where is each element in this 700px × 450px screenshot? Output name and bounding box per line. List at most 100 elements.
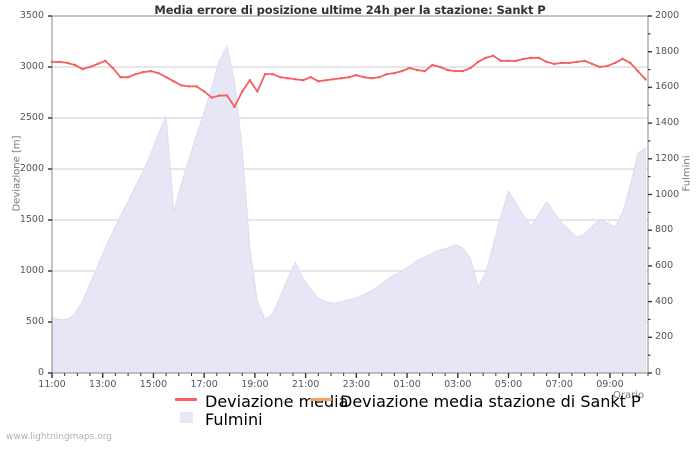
data-point — [225, 94, 229, 97]
data-point — [96, 62, 99, 66]
data-point — [347, 76, 350, 79]
y-tick-label-left: 1000 — [19, 265, 44, 276]
x-tick-label: 21:00 — [291, 379, 320, 390]
y-tick-label-right: 0 — [655, 367, 662, 378]
data-point — [583, 59, 586, 62]
data-point — [256, 90, 259, 93]
data-point — [111, 66, 114, 70]
data-point — [241, 90, 244, 93]
chart-title: Media errore di posizione ultime 24h per… — [154, 3, 546, 17]
data-point — [279, 76, 282, 79]
data-point — [66, 61, 69, 65]
data-point — [165, 76, 168, 79]
data-point — [142, 71, 145, 74]
data-point — [530, 56, 533, 59]
data-point — [613, 61, 617, 65]
data-point — [393, 72, 396, 75]
data-point — [461, 69, 464, 73]
data-point — [636, 69, 639, 73]
data-point — [454, 69, 457, 73]
data-point — [629, 61, 632, 65]
data-point — [499, 59, 502, 62]
data-point — [560, 61, 563, 65]
data-point — [248, 79, 251, 82]
legend-label: Fulmini — [205, 410, 263, 429]
x-tick-label: 05:00 — [494, 379, 523, 390]
data-point — [340, 77, 343, 80]
data-point — [431, 63, 434, 67]
data-point — [591, 62, 594, 66]
data-point — [537, 56, 541, 59]
legend-swatch-box-icon — [180, 412, 193, 423]
data-point — [606, 64, 609, 68]
y-tick-label-left: 0 — [37, 367, 44, 378]
data-point — [81, 67, 84, 71]
data-point — [324, 79, 328, 82]
data-point — [507, 59, 510, 62]
data-point — [263, 73, 267, 76]
data-point — [218, 94, 221, 97]
data-point — [134, 73, 137, 76]
y-tick-label-left: 2000 — [19, 163, 44, 174]
y-tick-label-left: 2500 — [19, 112, 44, 123]
legend-label: Deviazione media — [205, 392, 349, 411]
y-tick-label-right: 200 — [655, 331, 674, 343]
y-tick-label-right: 1000 — [655, 188, 680, 200]
data-point — [598, 65, 601, 69]
data-point — [203, 90, 206, 93]
data-point — [294, 78, 297, 81]
data-point — [522, 57, 525, 60]
footer-watermark: www.lightningmaps.org — [6, 432, 112, 442]
x-tick-label: 09:00 — [596, 379, 624, 390]
data-point — [355, 74, 358, 77]
data-point — [370, 77, 373, 80]
data-point — [644, 78, 647, 81]
y-tick-label-right: 1800 — [655, 45, 680, 57]
x-tick-label: 01:00 — [393, 379, 421, 390]
x-tick-label: 19:00 — [241, 379, 269, 390]
series-area-fulmini — [51, 44, 646, 374]
data-point — [286, 77, 289, 80]
data-point — [233, 105, 236, 108]
x-tick-label: 15:00 — [139, 379, 168, 390]
legend-label: Deviazione media stazione di Sankt P — [340, 392, 641, 411]
x-tick-label: 17:00 — [190, 379, 218, 390]
data-point — [157, 72, 160, 75]
y-tick-label-right: 800 — [655, 224, 674, 236]
data-point — [492, 54, 495, 57]
y-tick-label-right: 600 — [655, 259, 674, 271]
data-point — [332, 78, 335, 81]
data-point — [416, 68, 419, 72]
data-point — [301, 79, 305, 82]
data-point — [149, 69, 153, 73]
data-point — [180, 84, 183, 87]
data-point — [271, 73, 274, 76]
y-tick-label-right: 400 — [655, 295, 674, 307]
data-point — [621, 57, 624, 60]
x-tick-label: 11:00 — [38, 379, 66, 390]
data-point — [423, 69, 426, 73]
data-point — [575, 60, 579, 63]
data-point — [210, 96, 213, 99]
y-tick-label-right: 1400 — [655, 117, 680, 129]
y-tick-label-right: 1200 — [655, 152, 680, 164]
data-point — [553, 62, 556, 66]
data-point — [126, 76, 130, 79]
data-point — [58, 60, 61, 63]
data-point — [545, 60, 548, 63]
y-tick-label-right: 1600 — [655, 81, 680, 93]
y-tick-label-right: 2000 — [655, 10, 680, 21]
data-point — [385, 73, 388, 76]
legend-swatch-line-icon — [175, 398, 197, 401]
y-tick-label-left: 1500 — [19, 214, 44, 225]
data-point — [476, 60, 480, 63]
x-tick-label: 03:00 — [444, 379, 472, 390]
data-point — [73, 63, 76, 67]
x-tick-label: 23:00 — [342, 379, 371, 390]
data-point — [309, 76, 312, 79]
data-point — [484, 56, 487, 59]
data-point — [400, 69, 404, 73]
data-point — [438, 65, 442, 69]
